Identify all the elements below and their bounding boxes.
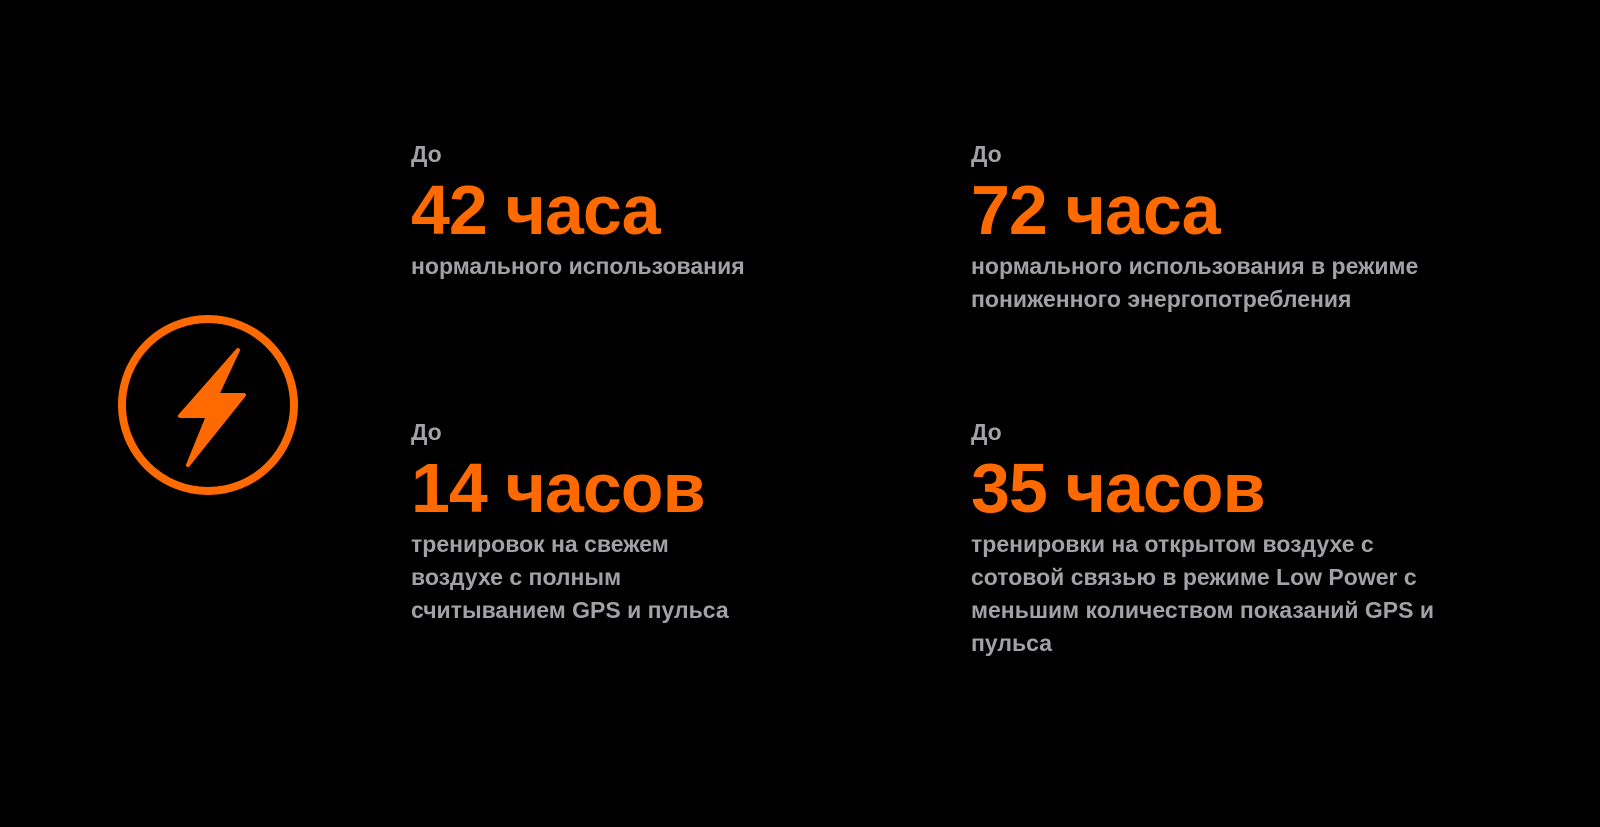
stat-outdoor-workout: До 14 часов тренировок на свежем воздухе… [411, 418, 741, 627]
stat-prefix: До [971, 419, 1002, 445]
stat-outdoor-workout-low-power: До 35 часов тренировки на открытом возду… [971, 418, 1441, 660]
stat-normal-usage: До 42 часа нормального использования [411, 140, 951, 283]
stat-low-power-usage: До 72 часа нормального использования в р… [971, 140, 1511, 316]
stat-value: 35 часов [971, 449, 1266, 527]
stat-value: 42 часа [411, 171, 661, 249]
stat-description: тренировок на свежем воздухе с полным сч… [411, 531, 729, 623]
stat-description: нормального использования [411, 253, 745, 279]
stat-description: нормального использования в режиме пониж… [971, 253, 1419, 312]
stat-value: 72 часа [971, 171, 1221, 249]
lightning-bolt-icon [118, 315, 298, 495]
stat-prefix: До [411, 419, 442, 445]
stat-value: 14 часов [411, 449, 706, 527]
stat-description: тренировки на открытом воздухе с сотовой… [971, 531, 1434, 656]
stat-prefix: До [971, 141, 1002, 167]
stat-prefix: До [411, 141, 442, 167]
